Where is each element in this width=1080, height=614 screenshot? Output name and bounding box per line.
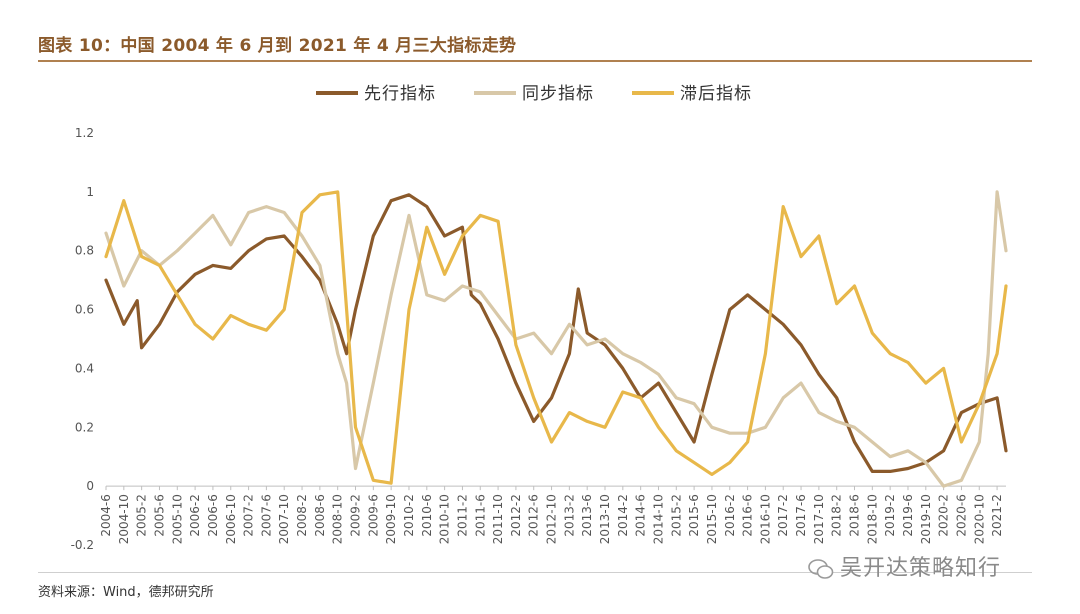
y-tick-label: 0.2 <box>75 420 94 434</box>
x-tick-label: 2013-10 <box>598 494 612 544</box>
x-tick-label: 2011-2 <box>455 494 469 537</box>
x-tick-label: 2020-6 <box>954 494 968 537</box>
x-tick-label: 2004-10 <box>117 494 131 544</box>
legend-label-1: 先行指标 <box>364 84 436 104</box>
x-tick-label: 2016-10 <box>758 494 772 544</box>
x-tick-label: 2004-6 <box>99 494 113 537</box>
x-tick-label: 2020-2 <box>937 494 951 537</box>
x-tick-label: 2015-10 <box>705 494 719 544</box>
x-tick-label: 2009-10 <box>384 494 398 544</box>
y-tick-label: 0.8 <box>75 244 94 258</box>
x-tick-label: 2011-10 <box>491 494 505 544</box>
x-tick-label: 2008-10 <box>331 494 345 544</box>
series-line-1 <box>104 193 1008 473</box>
y-tick-label: 1 <box>86 185 94 199</box>
x-tick-label: 2008-6 <box>313 494 327 537</box>
watermark: 吴开达策略知行 <box>808 550 1001 582</box>
x-tick-label: 2021-2 <box>990 494 1004 537</box>
x-tick-label: 2013-2 <box>562 494 576 537</box>
x-tick-label: 2007-2 <box>242 494 256 537</box>
y-tick-label: 0 <box>86 479 94 493</box>
x-tick-label: 2019-10 <box>919 494 933 544</box>
series-group <box>104 190 1008 488</box>
x-tick-label: 2005-6 <box>152 494 166 537</box>
y-tick-label: 0.4 <box>75 361 94 375</box>
y-axis: -0.2 0 0.2 0.4 0.6 0.8 1 1.2 <box>71 126 94 552</box>
x-tick-label: 2006-6 <box>206 494 220 537</box>
x-tick-label: 2007-10 <box>277 494 291 544</box>
legend-label-2: 同步指标 <box>522 84 594 104</box>
x-tick-label: 2005-2 <box>135 494 149 537</box>
watermark-text: 吴开达策略知行 <box>840 556 1002 581</box>
x-tick-label: 2014-10 <box>651 494 665 544</box>
x-tick-label: 2009-6 <box>366 494 380 537</box>
x-tick-label: 2006-10 <box>224 494 238 544</box>
series-line-3 <box>104 190 1008 485</box>
x-tick-label: 2007-6 <box>259 494 273 537</box>
legend-label-3: 滞后指标 <box>680 84 752 104</box>
x-tick-label: 2019-2 <box>883 494 897 537</box>
x-tick-label: 2016-2 <box>723 494 737 537</box>
chart-title: 图表 10：中国 2004 年 6 月到 2021 年 4 月三大指标走势 <box>38 36 517 56</box>
source-note: 资料来源：Wind，德邦研究所 <box>38 585 214 600</box>
x-tick-label: 2010-10 <box>438 494 452 544</box>
x-tick-label: 2012-2 <box>509 494 523 537</box>
x-tick-label: 2013-6 <box>580 494 594 537</box>
x-tick-label: 2006-2 <box>188 494 202 537</box>
series-line-2 <box>104 190 1008 488</box>
x-tick-label: 2009-2 <box>349 494 363 537</box>
x-tick-label: 2016-6 <box>741 494 755 537</box>
x-tick-label: 2018-10 <box>865 494 879 544</box>
x-tick-label: 2014-2 <box>616 494 630 537</box>
x-tick-label: 2010-2 <box>402 494 416 537</box>
x-tick-label: 2017-6 <box>794 494 808 537</box>
x-tick-label: 2018-2 <box>830 494 844 537</box>
x-tick-label: 2017-10 <box>812 494 826 544</box>
wechat-icon <box>808 559 834 579</box>
x-tick-label: 2014-6 <box>634 494 648 537</box>
x-tick-label: 2012-6 <box>527 494 541 537</box>
y-tick-label: -0.2 <box>71 538 94 552</box>
x-axis: 2004-6 2004-10 2005-2 2005-6 2005-10 2006-2 20… <box>99 485 1006 544</box>
legend: 先行指标 同步指标 滞后指标 <box>316 84 752 104</box>
title-divider <box>38 60 1032 62</box>
x-tick-label: 2019-6 <box>901 494 915 537</box>
x-tick-label: 2010-6 <box>420 494 434 537</box>
x-tick-label: 2018-6 <box>848 494 862 537</box>
x-tick-label: 2005-10 <box>170 494 184 544</box>
x-tick-label: 2015-2 <box>669 494 683 537</box>
x-tick-label: 2011-6 <box>473 494 487 537</box>
footer-divider <box>38 572 1032 573</box>
x-tick-label: 2012-10 <box>545 494 559 544</box>
x-tick-label: 2020-10 <box>972 494 986 544</box>
y-tick-label: 1.2 <box>75 126 94 140</box>
x-tick-label: 2008-2 <box>295 494 309 537</box>
x-tick-label: 2015-6 <box>687 494 701 537</box>
x-tick-label: 2017-2 <box>776 494 790 537</box>
y-tick-label: 0.6 <box>75 303 94 317</box>
